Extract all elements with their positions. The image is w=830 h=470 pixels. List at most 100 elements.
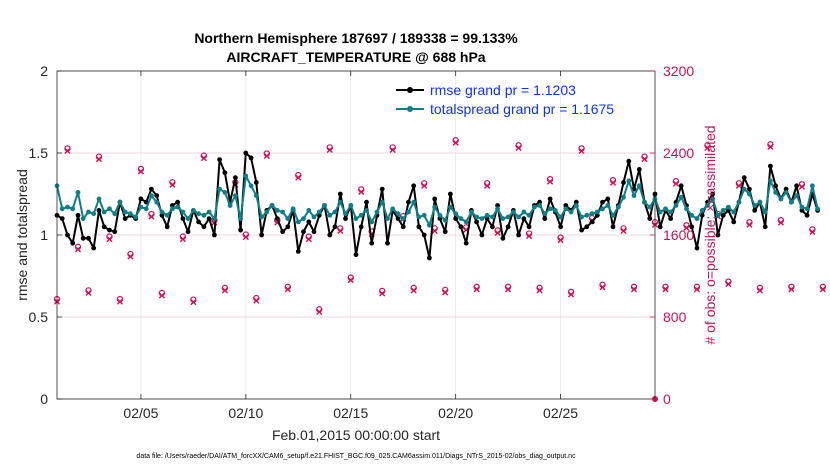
series-point-totalspread: [437, 212, 443, 218]
series-point-rmse: [495, 203, 500, 208]
series-point-totalspread: [636, 183, 642, 189]
obs-assimilated-marker: [505, 286, 512, 293]
series-point-totalspread: [127, 211, 133, 217]
series-point-rmse: [621, 180, 626, 185]
series-point-rmse: [678, 183, 684, 189]
series-point-totalspread: [180, 209, 186, 215]
obs-assimilated-marker: [452, 139, 459, 146]
series-point-rmse: [453, 216, 459, 222]
series-point-rmse: [274, 216, 280, 222]
series-point-totalspread: [474, 214, 479, 220]
series-point-totalspread: [705, 203, 710, 208]
series-point-rmse: [96, 208, 102, 213]
series-point-rmse: [584, 224, 590, 230]
series-point-rmse: [547, 196, 553, 202]
obs-assimilated-marker: [567, 291, 575, 298]
series-point-totalspread: [442, 217, 448, 223]
series-point-rmse: [138, 196, 144, 202]
series-point-totalspread: [668, 209, 674, 215]
series-point-totalspread: [621, 194, 626, 200]
obs-assimilated-marker: [798, 183, 805, 190]
obs-assimilated-marker: [106, 236, 113, 243]
y2-tick-label: 800: [663, 309, 687, 325]
series-point-totalspread: [253, 193, 259, 199]
series-point-rmse: [427, 255, 432, 261]
legend-spread-label: totalspread grand pr = 1.1675: [430, 101, 614, 117]
series-point-totalspread: [600, 206, 605, 212]
y-axis-label: rmse and totalspread: [14, 169, 30, 301]
series-point-totalspread: [337, 199, 343, 205]
x-tick-label: 02/25: [543, 405, 578, 421]
obs-assimilated-marker: [662, 286, 669, 293]
series-point-rmse: [358, 224, 364, 230]
series-point-rmse: [285, 224, 291, 230]
x-tick-label: 02/05: [123, 405, 158, 421]
obs-assimilated-marker: [74, 246, 82, 253]
series-point-rmse: [149, 186, 154, 192]
series-point-totalspread: [385, 216, 390, 222]
obs-assimilated-marker: [263, 152, 270, 160]
series-point-totalspread: [222, 190, 228, 195]
series-point-totalspread: [479, 216, 485, 222]
series-point-rmse: [353, 252, 359, 258]
series-point-rmse: [170, 203, 175, 208]
obs-assimilated-marker: [316, 308, 323, 315]
ticks: 02/05 02/10 02/15 02/20 02/25 0 0.5 1 1.5 2 0 800 16…: [29, 63, 695, 421]
series-point-totalspread: [206, 209, 212, 215]
series-point-totalspread: [238, 216, 244, 222]
obs-assimilated-marker: [158, 292, 166, 299]
obs-assimilated-marker: [546, 178, 554, 185]
obs-assimilated-marker: [746, 221, 753, 228]
series-point-totalspread: [505, 214, 511, 220]
series-point-totalspread: [736, 199, 742, 205]
series-point-totalspread: [747, 191, 752, 197]
series-point-rmse: [794, 183, 799, 189]
series-point-rmse: [747, 186, 752, 192]
series-point-rmse: [804, 212, 810, 218]
series-point-totalspread: [364, 208, 369, 213]
obs-assimilated-marker: [190, 299, 197, 306]
obs-assimilated-marker: [442, 289, 449, 296]
series-point-totalspread: [316, 209, 322, 215]
obs-assimilated-marker: [725, 281, 732, 288]
series-point-totalspread: [248, 183, 254, 189]
series-point-totalspread: [133, 214, 139, 220]
series-point-totalspread: [416, 214, 422, 220]
series-point-rmse: [206, 216, 212, 222]
series-point-rmse: [395, 216, 401, 222]
series-point-rmse: [605, 196, 611, 202]
series-point-totalspread: [164, 212, 170, 218]
series-point-totalspread: [421, 212, 427, 218]
series-point-rmse: [185, 229, 191, 235]
series-point-totalspread: [353, 216, 359, 222]
series-point-rmse: [369, 240, 375, 246]
series-point-rmse: [463, 240, 469, 246]
series-point-totalspread: [552, 208, 558, 213]
series-point-rmse: [159, 212, 165, 218]
series-point-rmse: [400, 224, 406, 230]
obs-assimilated-marker: [127, 253, 134, 260]
series-point-totalspread: [348, 203, 354, 208]
series-point-rmse: [421, 232, 427, 238]
obs-assimilated-marker: [777, 219, 784, 226]
series-point-totalspread: [264, 209, 270, 215]
series-point-totalspread: [154, 199, 160, 205]
series-point-totalspread: [448, 204, 453, 210]
series-point-rmse: [201, 224, 207, 230]
series-point-rmse: [80, 235, 86, 241]
legend-rmse-marker: [407, 87, 413, 93]
series-point-totalspread: [458, 216, 464, 222]
series-point-totalspread: [332, 209, 338, 215]
series-point-totalspread: [322, 203, 327, 208]
obs-assimilated-marker: [672, 180, 680, 187]
series-point-rmse: [65, 232, 70, 238]
obs-assimilated-marker: [379, 290, 386, 297]
series-point-totalspread: [678, 194, 684, 200]
data-file-footnote: data file: /Users/raeder/DAI/ATM_forcXX/…: [136, 453, 576, 460]
series-point-totalspread: [395, 211, 401, 217]
obs-assimilated-marker: [756, 287, 764, 294]
series-point-rmse: [573, 199, 579, 205]
obs-assimilated-marker: [473, 286, 480, 293]
obs-assimilated-marker: [358, 188, 365, 196]
